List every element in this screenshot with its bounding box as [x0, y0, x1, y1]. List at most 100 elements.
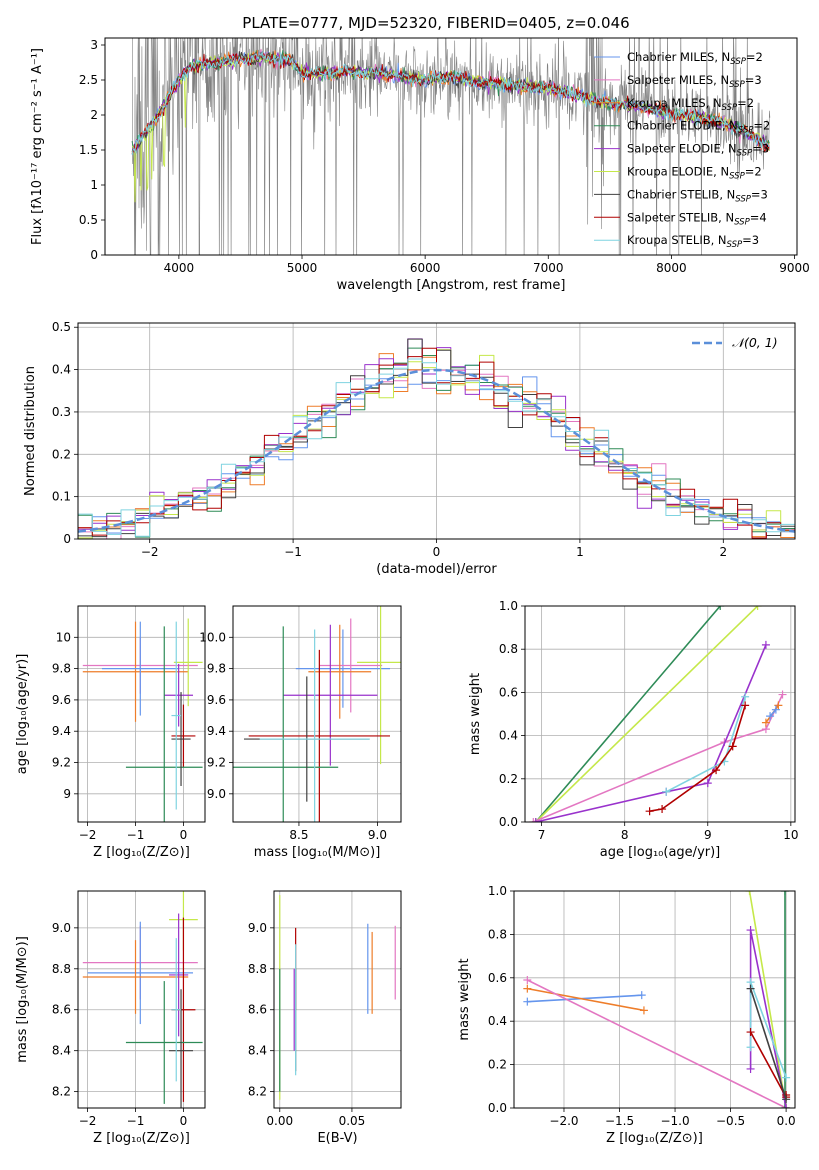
- x-axis-label: Z [log₁₀(Z/Z⊙)]: [93, 845, 190, 860]
- legend-subscript: SSP: [734, 217, 750, 227]
- mass-weight-marker: [766, 712, 775, 721]
- y-tick-label: 0.2: [52, 447, 71, 461]
- y-tick-label: 0.6: [499, 685, 518, 699]
- x-tick-label: 0: [180, 1114, 188, 1128]
- y-tick-label: 8.8: [248, 962, 267, 976]
- mass-weight-marker: [645, 807, 654, 816]
- y-tick-label: 9.4: [52, 724, 71, 738]
- mass-weight-marker: [745, 891, 754, 895]
- mass-weight-line: [749, 988, 787, 1100]
- y-tick-label: 2.5: [79, 73, 98, 87]
- y-axis-label: mass weight: [468, 673, 483, 755]
- y-tick-label: 8.2: [248, 1085, 267, 1099]
- mass-weight-marker: [782, 1095, 791, 1104]
- mass-weight-marker: [781, 891, 790, 895]
- y-tick-label: 0.5: [52, 320, 71, 334]
- x-tick-label: −2: [79, 828, 97, 842]
- x-tick-label: 8.5: [289, 828, 308, 842]
- axes-frame: [77, 890, 206, 1109]
- x-tick-label: 0.00: [266, 1114, 293, 1128]
- x-tick-label: 0.05: [339, 1114, 366, 1128]
- y-axis-label: Normed distribution: [23, 366, 38, 496]
- x-tick-label: 0.0: [777, 1114, 796, 1128]
- axes-frame: [232, 605, 402, 823]
- axes-frame: [104, 37, 798, 256]
- chart-panel: −2 −1 0 1 2 0 0.1 0.2 0.3 0.4 0.5 (data-model)/erro…: [23, 320, 796, 577]
- mass-weight-marker: [531, 818, 540, 822]
- legend-value: =3: [742, 233, 759, 247]
- chart-panel: −2 −1 0 9 9.2 9.4 9.6 9.8 10 Z [log₁₀(Z/Z⊙)] age […: [15, 605, 206, 860]
- plot-area: [523, 891, 791, 1108]
- y-tick-label: 9.0: [248, 921, 267, 935]
- legend-subscript: SSP: [737, 149, 753, 159]
- x-tick-label: 7: [538, 828, 546, 842]
- legend-subscript: SSP: [722, 103, 738, 113]
- mass-weight-marker: [523, 997, 532, 1006]
- plot-area: [279, 895, 396, 1100]
- y-tick-label: 9.6: [207, 693, 226, 707]
- x-tick-label: 1: [576, 545, 584, 559]
- x-axis-label: Z [log₁₀(Z/Z⊙)]: [93, 1131, 190, 1146]
- mass-weight-marker: [741, 692, 750, 701]
- x-tick-label: 0: [433, 545, 441, 559]
- y-tick-label: 0.8: [488, 927, 507, 941]
- mass-weight-marker: [637, 991, 646, 1000]
- y-tick-label: 0.5: [79, 213, 98, 227]
- legend-subscript: SSP: [735, 194, 751, 204]
- x-tick-label: −1: [284, 545, 302, 559]
- mass-weight-marker: [782, 1104, 791, 1108]
- mass-weight-marker: [771, 705, 780, 714]
- x-axis-label: mass [log₁₀(M/M⊙)]: [254, 845, 381, 860]
- mass-weight-marker: [761, 640, 770, 649]
- y-tick-label: 0.6: [488, 971, 507, 985]
- y-tick-label: 9.8: [207, 662, 226, 676]
- y-tick-label: 8.4: [52, 1044, 71, 1058]
- y-tick-label: 9: [63, 787, 71, 801]
- x-axis-label: wavelength [Angstrom, rest frame]: [337, 278, 566, 293]
- y-tick-label: 9.2: [52, 756, 71, 770]
- model-spectrum: [131, 50, 770, 156]
- plot-area: [82, 891, 203, 1108]
- axes-frame: [524, 605, 796, 823]
- x-axis-label: Z [log₁₀(Z/Z⊙)]: [606, 1131, 703, 1146]
- x-tick-label: 0: [180, 828, 188, 842]
- mass-weight-line: [532, 694, 784, 822]
- mass-weight-marker: [782, 1073, 791, 1082]
- y-tick-label: 0.0: [488, 1101, 507, 1115]
- y-axis-label: age [log₁₀(age/yr)]: [15, 654, 30, 775]
- x-tick-label: 9: [704, 828, 712, 842]
- x-tick-label: 2: [719, 545, 727, 559]
- mass-weight-marker: [746, 1028, 755, 1037]
- legend-value: =2: [746, 50, 763, 64]
- model-spectrum: [131, 51, 770, 155]
- y-tick-label: 8.6: [52, 1003, 71, 1017]
- plot-area: [233, 606, 401, 822]
- legend-label: Salpeter ELODIE, NSSP=3: [627, 142, 769, 159]
- mass-weight-marker: [753, 606, 762, 610]
- mass-weight-marker: [662, 787, 671, 796]
- x-tick-label: −1: [127, 828, 145, 842]
- x-axis-label: age [log₁₀(age/yr)]: [600, 845, 721, 860]
- y-tick-label: 9.6: [52, 693, 71, 707]
- x-tick-label: −2: [141, 545, 159, 559]
- mass-weight-line: [535, 606, 721, 822]
- legend-subscript: SSP: [729, 80, 745, 90]
- plot-area: [78, 338, 795, 539]
- y-tick-label: 9.0: [52, 921, 71, 935]
- normal-curve: [78, 368, 795, 533]
- y-tick-label: 0.2: [488, 1058, 507, 1072]
- mass-weight-line: [769, 709, 777, 717]
- y-tick-label: 1.5: [79, 143, 98, 157]
- y-tick-label: 0: [63, 532, 71, 546]
- legend-subscript: SSP: [729, 172, 745, 182]
- y-tick-label: 0.8: [499, 642, 518, 656]
- mass-weight-marker: [658, 805, 667, 814]
- mass-weight-marker: [746, 926, 755, 935]
- legend-value: =3: [752, 142, 769, 156]
- axes-frame: [273, 890, 402, 1109]
- plot-area: [82, 618, 203, 822]
- y-tick-label: 0.3: [52, 405, 71, 419]
- x-tick-label: 8000: [656, 261, 687, 275]
- y-tick-label: 10.0: [199, 630, 226, 644]
- y-tick-label: 0.4: [52, 363, 71, 377]
